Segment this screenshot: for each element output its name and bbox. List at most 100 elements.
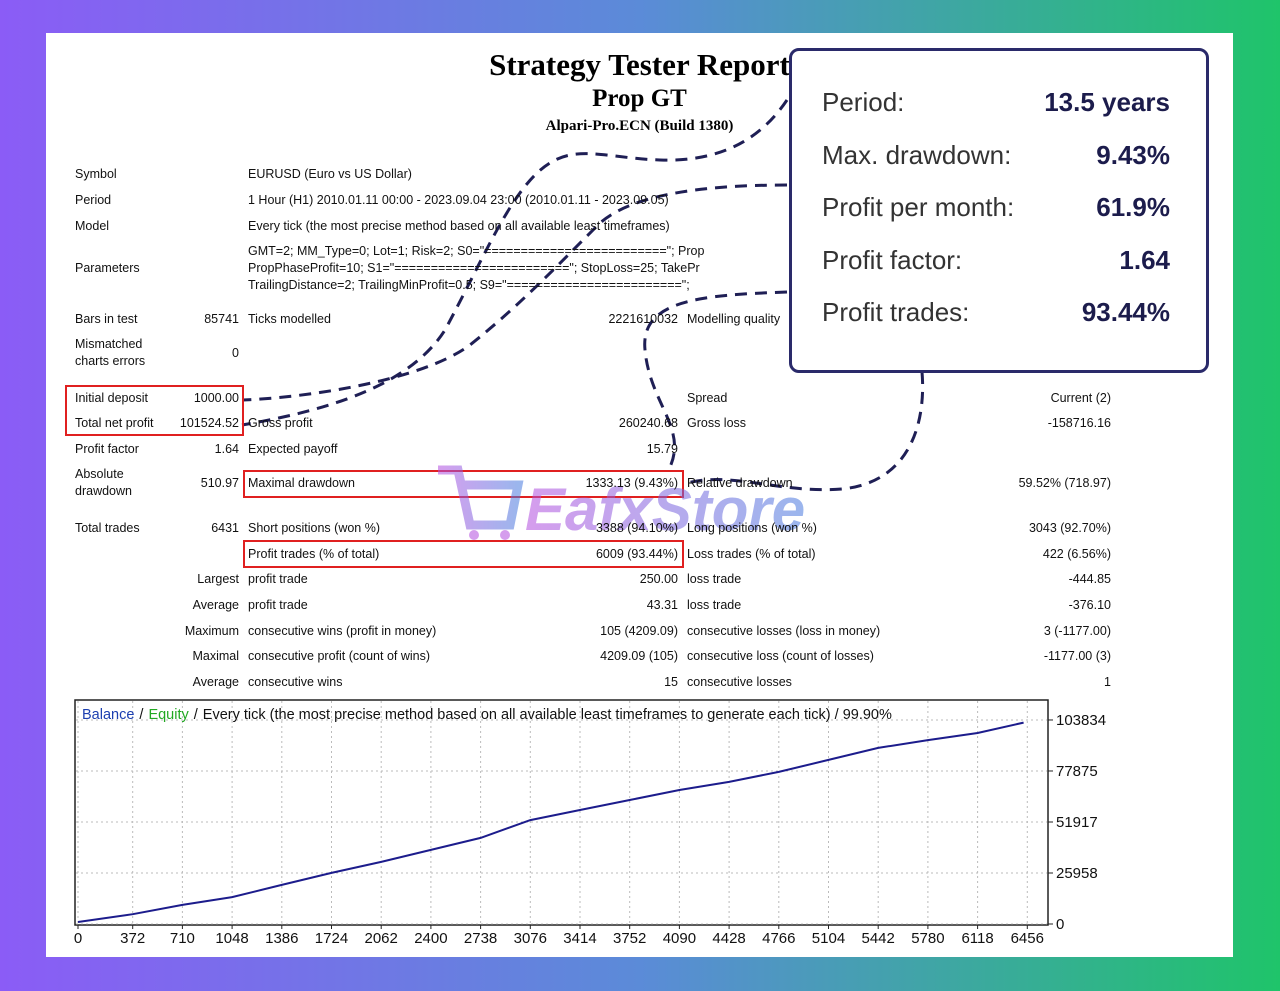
report-value: 15 xyxy=(664,675,678,689)
report-value: 1.64 xyxy=(214,442,239,456)
callout-label: Max. drawdown: xyxy=(822,139,1012,170)
report-label: Modelling quality xyxy=(687,312,781,326)
report-label: Short positions (won %) xyxy=(248,521,381,535)
report-value: 4209.09 (105) xyxy=(600,649,678,663)
cart-wheel xyxy=(469,530,479,540)
report-subtitle: Prop GT xyxy=(592,85,687,112)
x-tick-label: 1724 xyxy=(315,930,348,947)
report-value: Maximum xyxy=(184,624,239,638)
report-label: Total net profit xyxy=(75,416,154,430)
report-value: Maximal xyxy=(192,649,239,663)
x-tick-label: 2062 xyxy=(365,930,398,947)
report-value: 85741 xyxy=(204,312,239,326)
report-label: Spread xyxy=(687,391,728,405)
report-label: 1 Hour (H1) 2010.01.11 00:00 - 2023.09.0… xyxy=(248,193,669,207)
connector xyxy=(241,99,789,427)
report-label: Every tick (the most precise method base… xyxy=(248,219,670,233)
report-label: Long positions (won %) xyxy=(687,521,817,535)
x-tick-label: 1386 xyxy=(265,930,298,947)
report-value: 1000.00 xyxy=(193,391,239,405)
report-value: -158716.16 xyxy=(1047,416,1111,430)
report-value: 250.00 xyxy=(639,572,678,586)
connector xyxy=(242,183,788,402)
report-value: -376.10 xyxy=(1068,598,1111,612)
x-tick-label: 3752 xyxy=(613,930,646,947)
callout-label: Profit per month: xyxy=(822,192,1015,222)
y-tick-label: 51917 xyxy=(1056,814,1098,831)
report-label: Relative drawdown xyxy=(687,476,793,490)
balance-line xyxy=(77,721,1024,923)
report-label: loss trade xyxy=(687,598,742,612)
report-value: 3 (-1177.00) xyxy=(1043,624,1111,638)
broker: Alpari-Pro.ECN (Build 1380) xyxy=(545,118,734,134)
report-label: Bars in test xyxy=(75,312,138,326)
x-tick-label: 4766 xyxy=(762,930,795,947)
callout-label: Profit trades: xyxy=(822,297,970,327)
x-tick-label: 6118 xyxy=(961,930,993,947)
report-value: 43.31 xyxy=(646,598,678,612)
report-label: consecutive losses xyxy=(687,675,792,689)
report-label: Gross loss xyxy=(687,416,747,430)
legend-description: Every tick (the most precise method base… xyxy=(203,707,892,723)
report-label: Total trades xyxy=(75,521,140,535)
legend-separator: / xyxy=(194,707,199,723)
watermark-logo: EafxStore xyxy=(438,465,805,543)
report-label: consecutive wins (profit in money) xyxy=(248,624,437,638)
report-value: Average xyxy=(192,675,239,689)
report-value: 260240.68 xyxy=(618,416,678,430)
report-value: 422 (6.56%) xyxy=(1042,547,1111,561)
connectors xyxy=(241,99,925,492)
x-tick-label: 5780 xyxy=(911,930,944,947)
x-tick-label: 1048 xyxy=(215,930,248,947)
plot-frame xyxy=(74,699,1049,926)
report-label: Ticks modelled xyxy=(248,312,331,326)
report-label: TrailingDistance=2; TrailingMinProfit=0.… xyxy=(248,278,690,292)
highlight-box xyxy=(65,385,244,436)
report-value: -444.85 xyxy=(1068,572,1111,586)
x-tick-label: 2738 xyxy=(464,930,497,947)
x-tick-label: 710 xyxy=(170,930,195,947)
report-value: Largest xyxy=(197,572,239,586)
callout-label: Profit factor: xyxy=(822,244,963,275)
summary-callout: Period: 13.5 years Max. drawdown: 9.43% Prof… xyxy=(789,48,1209,373)
y-tick-label: 77875 xyxy=(1056,763,1098,780)
report-value: 15.79 xyxy=(646,442,678,456)
report-value: 6009 (93.44%) xyxy=(595,547,678,561)
legend-equity: Equity xyxy=(148,707,189,723)
report-label: consecutive loss (count of losses) xyxy=(687,649,874,663)
report-label: Maximal drawdown xyxy=(248,476,355,490)
report-label: EURUSD (Euro vs US Dollar) xyxy=(248,167,412,181)
x-tick-label: 6456 xyxy=(1011,930,1044,947)
x-tick-label: 0 xyxy=(74,930,82,947)
report-label: Profit factor xyxy=(75,442,139,456)
x-tick-label: 4090 xyxy=(663,930,696,947)
callout-value: 1.64 xyxy=(1119,244,1170,275)
x-tick-label: 4428 xyxy=(712,930,745,947)
report-label: GMT=2; MM_Type=0; Lot=1; Risk=2; S0="===… xyxy=(248,244,705,258)
report-title: Strategy Tester Report xyxy=(489,47,790,82)
legend-separator: / xyxy=(139,707,144,723)
report-value: -1177.00 (3) xyxy=(1043,649,1111,663)
report-label: loss trade xyxy=(687,572,742,586)
report-value: 3043 (92.70%) xyxy=(1028,521,1111,535)
report-label: Loss trades (% of total) xyxy=(687,547,816,561)
report-label: Period xyxy=(75,193,112,207)
report-value: 0 xyxy=(232,346,239,360)
cart-wheel xyxy=(500,530,510,540)
callout-value: 61.9% xyxy=(1096,192,1170,222)
report-label: Parameters xyxy=(75,261,140,275)
y-tick-label: 103834 xyxy=(1056,712,1106,729)
cart-icon xyxy=(438,465,524,530)
callout-value: 9.43% xyxy=(1096,139,1170,170)
x-tick-label: 372 xyxy=(120,930,145,947)
report-label: Gross profit xyxy=(248,416,313,430)
report-label: profit trade xyxy=(248,598,308,612)
report-label: Absolute drawdown xyxy=(75,467,132,498)
report-label: Initial deposit xyxy=(75,391,148,405)
x-tick-label: 2400 xyxy=(414,930,447,947)
callout-label: Period: xyxy=(822,87,905,117)
callout-value: 93.44% xyxy=(1081,297,1170,327)
connector xyxy=(683,371,925,492)
report-value: 105 (4209.09) xyxy=(600,624,678,638)
